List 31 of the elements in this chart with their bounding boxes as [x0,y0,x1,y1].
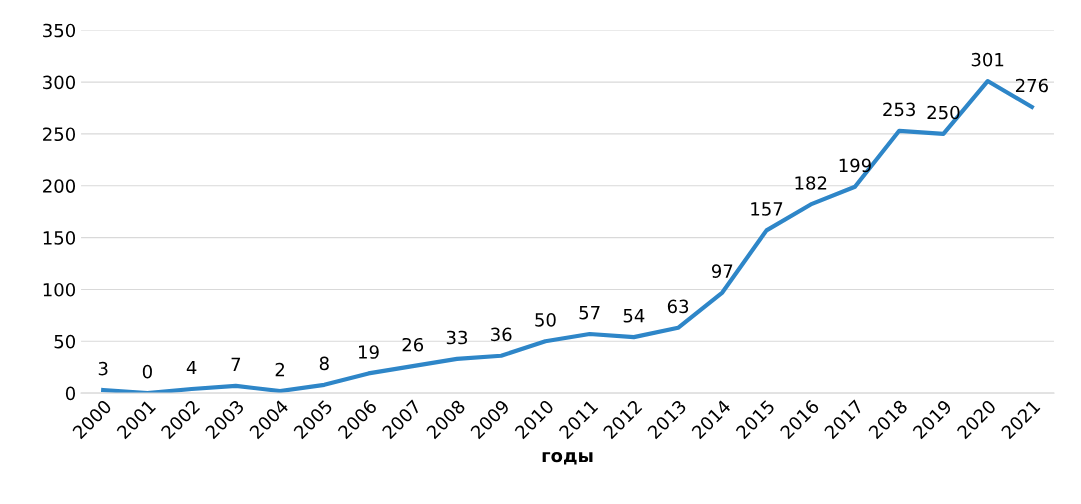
data-label: 36 [491,327,512,342]
data-label: 63 [667,299,689,314]
data-label: 157 [751,202,783,216]
y-tick-label: 200 [43,179,76,193]
y-tick-label: 0 [65,386,76,401]
data-label: 7 [231,357,241,371]
data-label: 33 [446,330,468,345]
x-axis-title: годы [542,451,593,465]
data-label: 4 [186,360,197,375]
data-label: 253 [883,102,915,117]
data-label: 26 [402,337,424,352]
data-label: 8 [319,356,329,371]
y-tick-label: 50 [54,334,76,349]
y-tick-label: 300 [43,75,76,90]
data-label: 3 [98,361,108,376]
data-label: 0 [142,364,152,379]
data-label: 97 [711,264,733,278]
data-label: 50 [535,313,556,327]
data-label: 57 [579,305,600,320]
y-tick-label: 250 [43,127,76,142]
data-label: 250 [927,105,960,120]
y-tick-label: 350 [43,23,76,38]
data-label: 199 [839,158,871,173]
y-tick-label: 100 [43,282,76,297]
data-label: 19 [359,345,379,359]
data-label: 276 [1015,78,1048,93]
data-label: 182 [795,176,827,190]
y-tick-label: 150 [43,231,76,245]
data-label: 301 [971,52,1004,67]
data-label: 54 [623,309,645,323]
data-label: 2 [275,362,285,377]
